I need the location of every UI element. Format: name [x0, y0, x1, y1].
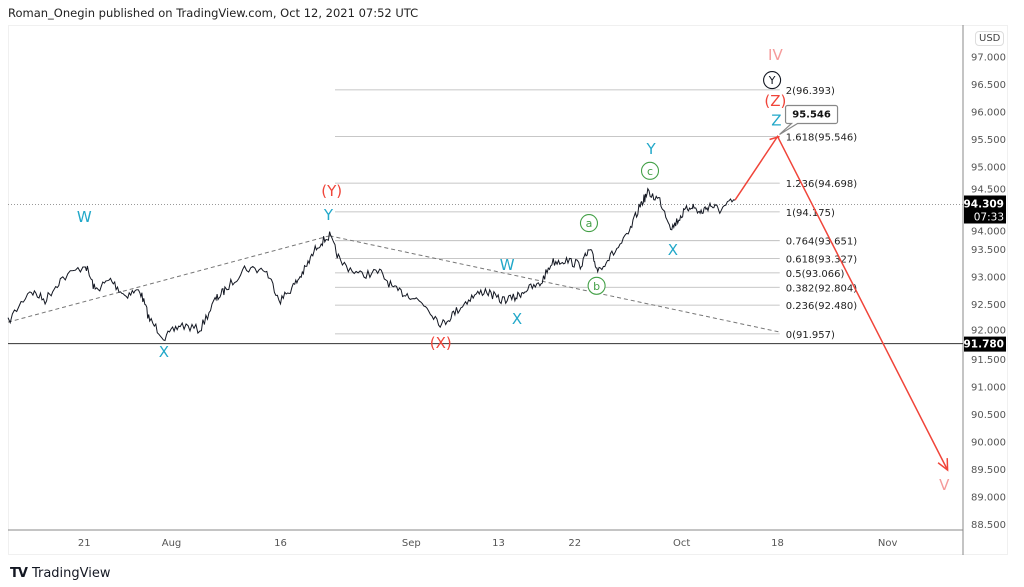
wave-label: (X) — [430, 334, 452, 352]
x-tick-label: 21 — [78, 538, 91, 549]
x-tick-label: 13 — [492, 538, 505, 549]
y-tick-label: 95.500 — [971, 135, 1006, 146]
tradingview-logo-icon: TV — [10, 566, 28, 581]
trendline — [329, 235, 780, 333]
price-series-line — [7, 187, 736, 342]
y-tick-label: 92.500 — [971, 300, 1006, 311]
currency-button[interactable]: USD — [975, 31, 1005, 46]
wave-label: Z — [771, 111, 781, 129]
bar-countdown: 07:33 — [974, 212, 1004, 224]
wave-label: Y — [646, 140, 657, 158]
y-tick-label: 89.500 — [971, 465, 1006, 476]
x-tick-label: 16 — [274, 538, 287, 549]
y-tick-label: 90.000 — [971, 438, 1006, 449]
y-tick-label: 97.000 — [971, 53, 1006, 64]
wave-label: Y — [323, 206, 334, 224]
fib-level-label: 1.236(94.698) — [786, 179, 858, 190]
wave-label-circle-icon — [640, 161, 660, 180]
wave-label: b — [593, 280, 600, 293]
wave-label: W — [500, 256, 515, 274]
y-tick-label: 96.500 — [971, 80, 1006, 91]
chart-frame — [8, 25, 1008, 555]
apex-arrow-mark — [769, 135, 780, 141]
fib-level-label: 0.5(93.066) — [786, 269, 845, 280]
x-tick-label: 18 — [771, 538, 784, 549]
wave-label: (Z) — [764, 92, 786, 110]
fib-level-label: 2(96.393) — [786, 86, 835, 97]
x-tick-label: Nov — [878, 538, 898, 549]
fib-level-label: 0.764(93.651) — [786, 237, 858, 248]
wave-label-circle-icon — [587, 276, 606, 295]
wave-label: V — [939, 476, 950, 494]
y-tick-label: 94.000 — [971, 227, 1006, 238]
fib-level-label: 0.236(92.480) — [786, 301, 858, 312]
price-callout-label: 95.546 — [792, 109, 831, 120]
publish-header: Roman_Onegin published on TradingView.co… — [8, 6, 419, 20]
wave-label: W — [77, 208, 92, 226]
wave-label: (Y) — [321, 182, 342, 200]
y-tick-label: 92.000 — [971, 326, 1006, 337]
y-tick-label: 93.000 — [971, 273, 1006, 284]
y-tick-label: 90.500 — [971, 410, 1006, 421]
y-tick-label: 96.000 — [971, 108, 1006, 119]
wave-label-circle-icon — [763, 71, 782, 90]
wave-label: Y — [768, 74, 776, 87]
price-callout-box — [779, 104, 839, 135]
y-tick-label: 91.500 — [971, 355, 1006, 366]
y-tick-label: 93.500 — [971, 245, 1006, 256]
wave-label: X — [159, 343, 169, 361]
last-price-tag — [964, 195, 1006, 224]
footer-brand[interactable]: TV TradingView — [10, 566, 110, 581]
support-price-tag — [964, 336, 1006, 352]
fib-level-label: 0(91.957) — [786, 330, 835, 341]
fib-level-label: 0.382(92.804) — [786, 283, 858, 294]
wave-label: c — [647, 165, 653, 178]
brand-name: TradingView — [31, 566, 111, 581]
wave-label: a — [586, 217, 593, 230]
y-tick-label: 89.000 — [971, 493, 1006, 504]
fib-level-label: 0.618(93.327) — [786, 255, 858, 266]
wave-label: IV — [768, 46, 783, 64]
y-tick-label: 94.500 — [971, 185, 1006, 196]
x-tick-label: Aug — [162, 538, 182, 549]
y-tick-label: 95.000 — [971, 163, 1006, 174]
wave-label: X — [668, 241, 678, 259]
support-price-value: 91.780 — [963, 339, 1004, 351]
fib-level-label: 1.618(95.546) — [786, 132, 858, 143]
projection-arrowhead-icon — [937, 458, 949, 472]
trendline — [7, 235, 330, 323]
last-price-value: 94.309 — [963, 199, 1004, 211]
x-tick-label: Sep — [402, 538, 421, 549]
wave-label: X — [512, 310, 522, 328]
x-tick-label: Oct — [673, 538, 690, 549]
wave-label-circle-icon — [579, 214, 599, 233]
y-tick-label: 88.500 — [971, 520, 1006, 531]
fib-level-label: 1(94.175) — [786, 208, 835, 219]
x-tick-label: 22 — [568, 538, 581, 549]
y-tick-label: 91.000 — [971, 383, 1006, 394]
